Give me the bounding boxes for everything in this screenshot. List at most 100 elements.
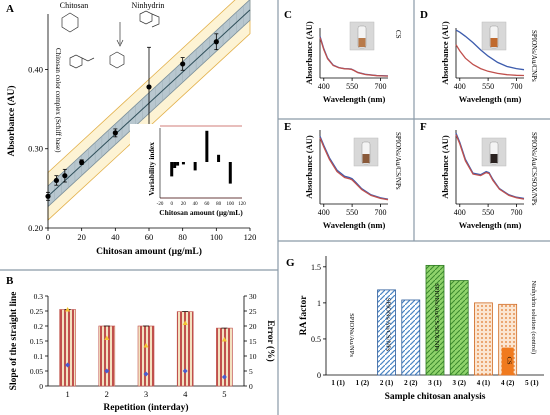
y-axis-label: Slope of the straight line <box>9 292 19 391</box>
x-tick-label: 400 <box>454 82 466 91</box>
inset-bar <box>205 130 209 162</box>
label-chitosan: Chitosan <box>60 1 88 10</box>
x-axis-label: Wavelength (nm) <box>459 94 522 104</box>
inset-y-label: Variability index <box>147 142 156 196</box>
x-tick-label: 5 <box>222 389 226 399</box>
y-tick-label: 0.3 <box>34 292 44 301</box>
y2-tick-label: 20 <box>249 322 257 331</box>
y-tick-label: 1 <box>317 299 321 308</box>
inset-x-tick-label: -20 <box>157 202 164 207</box>
y-tick-label: 0.1 <box>34 352 44 361</box>
side-label: SPIONs/Au/CS/SOX/NPs <box>530 132 538 206</box>
x-axis-label: Wavelength (nm) <box>323 220 386 230</box>
complex-structure <box>69 51 125 69</box>
data-point <box>79 159 85 165</box>
y-tick-label: 0.15 <box>30 337 43 346</box>
inset-bar <box>173 162 177 168</box>
inset-bar <box>176 162 180 166</box>
inset-x-tick-label: 20 <box>181 202 187 207</box>
x-tick-label: 3 (1) <box>428 379 442 387</box>
x-tick-label: 3 (2) <box>453 379 467 387</box>
label-complex: Chitosan color complex (Schiff base) <box>54 48 62 153</box>
panel-b: B 0 0.05 0.1 0.15 0.2 0.25 0.3 0 5 10 15 20 25 30 1 2 3 4 5… <box>6 275 276 413</box>
y-tick-label: 0.05 <box>30 367 43 376</box>
vial-liquid <box>490 154 498 163</box>
error-marker <box>182 368 188 374</box>
panel-letter-d: D <box>420 9 428 21</box>
group-label: SPIONs/Au/CS/SOX/NPs <box>433 283 440 352</box>
ra-bar <box>474 302 493 376</box>
x-tick-label: 400 <box>318 82 330 91</box>
x-tick-label: 4 <box>183 389 188 399</box>
error-marker <box>221 374 227 380</box>
error-marker <box>65 362 71 368</box>
x-tick-label: 2 <box>105 389 109 399</box>
inset-bar <box>228 162 232 184</box>
panel-d: D 400 550 700 Wavelength (nm) Absorbance (AU)… <box>420 9 538 104</box>
triangle-marker <box>182 320 188 325</box>
spectrum-line <box>455 134 525 200</box>
y-tick-label: 0.20 <box>28 223 43 233</box>
x-tick-label: 20 <box>77 232 86 242</box>
slope-bar <box>98 325 116 387</box>
slope-bar <box>59 309 76 387</box>
triangle-marker <box>104 335 110 340</box>
y-axis-label: Absorbance (AU) <box>6 86 17 157</box>
data-point <box>213 39 219 45</box>
x-tick-label: 5 (1) <box>525 379 539 387</box>
panel-letter-f: F <box>420 121 427 133</box>
error-marker <box>143 371 149 377</box>
inset-x-tick-label: 0 <box>170 202 173 207</box>
ninhydrin-structure <box>139 10 160 28</box>
spectrum-line <box>455 29 525 71</box>
triangle-marker <box>221 337 227 342</box>
x-tick-label: 550 <box>482 208 494 217</box>
slope-bar <box>137 325 155 387</box>
data-point <box>112 130 118 136</box>
reaction-arrowhead <box>116 39 124 47</box>
side-label: CS <box>394 30 402 39</box>
x-tick-label: 40 <box>111 232 120 242</box>
group-label: Ninhydrin solution (control) <box>530 280 537 354</box>
y-axis-label: Absorbance (AU) <box>440 135 450 199</box>
y-axis-label: Absorbance (AU) <box>304 135 314 199</box>
triangle-marker <box>143 343 149 348</box>
triangle-marker <box>65 307 71 312</box>
data-point <box>62 173 68 179</box>
chitosan-structure <box>61 12 79 33</box>
vial-liquid <box>490 38 498 47</box>
x-axis-label: Wavelength (nm) <box>323 94 386 104</box>
y2-tick-label: 10 <box>249 352 257 361</box>
inset-x-tick-label: 120 <box>238 202 246 207</box>
label-ninhydrin: Ninhydrin <box>132 1 165 10</box>
ra-bar <box>401 299 421 376</box>
x-axis-label: Wavelength (nm) <box>459 220 522 230</box>
y2-tick-label: 5 <box>249 367 253 376</box>
x-tick-label: 1 (2) <box>356 379 370 387</box>
inset-x-label: Chitosan amount (µg/mL) <box>159 208 243 217</box>
y-axis-label: Absorbance (AU) <box>440 21 450 85</box>
x-tick-label: 400 <box>454 208 466 217</box>
y-tick-label: 0.5 <box>311 335 321 344</box>
panel-letter-b: B <box>6 275 14 287</box>
panel-letter-a: A <box>6 3 14 15</box>
y2-axis-label: Error (%) <box>265 320 276 362</box>
x-tick-label: 550 <box>482 82 494 91</box>
panel-c: C 400 550 700 Wavelength (nm) Absorbance (AU)… <box>284 9 402 104</box>
x-tick-label: 120 <box>244 232 257 242</box>
y-tick-label: 0.25 <box>30 307 43 316</box>
y-tick-label: 0.2 <box>34 322 44 331</box>
x-tick-label: 550 <box>346 82 358 91</box>
panel-letter-e: E <box>284 121 291 133</box>
ra-bar <box>449 280 469 376</box>
x-tick-label: 550 <box>346 208 358 217</box>
x-tick-label: 0 <box>46 232 50 242</box>
x-tick-label: 3 <box>144 389 148 399</box>
y2-tick-label: 30 <box>249 292 257 301</box>
panel-e: E 400 550 700 Wavelength (nm) Absorbance (AU)… <box>284 121 402 230</box>
vial-liquid <box>362 154 370 163</box>
ra-bar <box>425 264 445 376</box>
y2-tick-label: 15 <box>249 337 257 346</box>
data-point <box>180 61 186 67</box>
x-axis-label: Sample chitosan analysis <box>385 392 486 402</box>
